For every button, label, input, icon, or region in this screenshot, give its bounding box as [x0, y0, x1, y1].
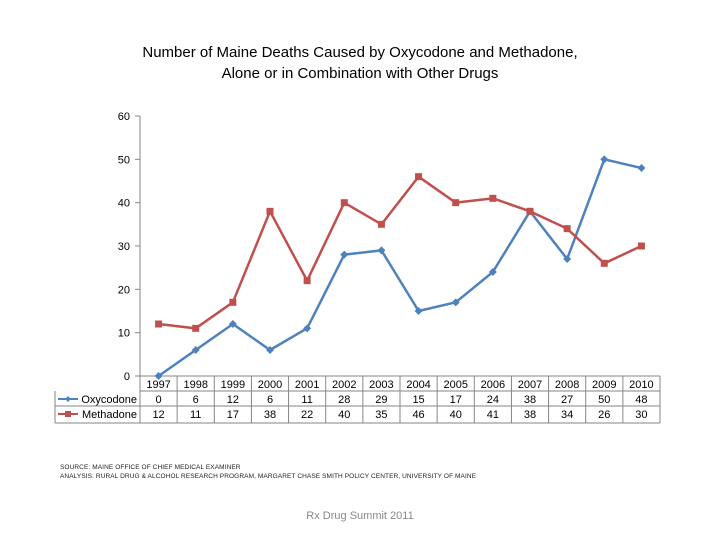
- x-tick-label: 2008: [555, 379, 579, 391]
- y-tick-label: 10: [118, 328, 130, 340]
- data-point-oxycodone: [266, 346, 274, 354]
- table-cell-value: 38: [264, 409, 276, 421]
- data-point-oxycodone: [154, 372, 163, 380]
- table-cell-value: 17: [450, 394, 462, 406]
- data-point-oxycodone: [228, 320, 237, 328]
- x-tick-label: 2002: [332, 379, 356, 391]
- y-tick-label: 20: [118, 284, 130, 296]
- table-cell-value: 12: [152, 409, 164, 421]
- data-point-methadone: [526, 207, 534, 215]
- data-point-methadone: [377, 220, 385, 228]
- table-cell-value: 12: [227, 394, 239, 406]
- table-cell-value: 46: [412, 409, 424, 421]
- data-point-methadone: [303, 277, 311, 285]
- table-cell-value: 11: [301, 394, 312, 406]
- y-tick-label: 60: [118, 111, 130, 123]
- table-cell-value: 40: [338, 409, 350, 421]
- chart-title: Number of Maine Deaths Caused by Oxycodo…: [0, 42, 720, 84]
- source-note: SOURCE: MAINE OFFICE OF CHIEF MEDICAL EX…: [60, 463, 476, 481]
- table-cell-value: 6: [193, 394, 199, 406]
- data-point-methadone: [489, 194, 497, 202]
- x-tick-label: 2009: [592, 379, 616, 391]
- series-line-oxycodone: [157, 158, 642, 378]
- data-point-methadone: [229, 298, 237, 306]
- table-cell-value: 34: [561, 409, 573, 421]
- data-point-oxycodone: [340, 250, 349, 259]
- data-point-oxycodone: [191, 346, 200, 354]
- x-tick-label: 2005: [443, 379, 467, 391]
- table-cell-value: 35: [375, 409, 387, 421]
- table-cell-value: 0: [156, 394, 162, 406]
- x-tick-label: 1999: [221, 379, 245, 391]
- x-tick-label: 2006: [481, 379, 505, 391]
- table-cell-value: 29: [375, 394, 387, 406]
- source-line: SOURCE: MAINE OFFICE OF CHIEF MEDICAL EX…: [60, 464, 241, 471]
- data-point-oxycodone: [563, 255, 572, 263]
- table-cell-value: 6: [267, 394, 273, 406]
- table-cell-value: 30: [635, 409, 647, 421]
- x-tick-label: 2004: [406, 379, 430, 391]
- x-tick-label: 2010: [629, 379, 653, 391]
- table-cell-value: 24: [487, 394, 499, 406]
- table-cell-value: 15: [412, 394, 424, 406]
- table-cell-value: 27: [561, 394, 573, 406]
- table-cell-value: 41: [487, 409, 499, 421]
- x-tick-label: 1997: [146, 379, 170, 391]
- legend-label-oxycodone: Oxycodone: [81, 394, 137, 406]
- table-cell-value: 11: [190, 409, 201, 421]
- data-point-oxycodone: [600, 155, 609, 164]
- table-cell-value: 40: [450, 409, 462, 421]
- x-tick-label: 2001: [295, 379, 319, 391]
- x-tick-label: 2007: [518, 379, 542, 391]
- x-tick-label: 2003: [369, 379, 393, 391]
- data-point-oxycodone: [637, 164, 646, 172]
- data-point-methadone: [415, 173, 423, 181]
- table-cell-value: 50: [598, 394, 610, 406]
- data-point-methadone: [563, 225, 571, 233]
- data-point-methadone: [637, 242, 645, 250]
- data-point-methadone: [600, 259, 608, 267]
- series-line-methadone: [158, 175, 642, 330]
- analysis-line: ANALYSIS: RURAL DRUG & ALCOHOL RESEARCH …: [60, 473, 477, 480]
- table-cell-value: 48: [635, 394, 647, 406]
- legend-key-marker: [65, 411, 71, 417]
- y-tick-label: 50: [118, 154, 130, 166]
- data-point-methadone: [192, 324, 200, 332]
- table-cell-value: 28: [338, 394, 350, 406]
- table-cell-value: 26: [598, 409, 610, 421]
- data-point-oxycodone: [488, 268, 497, 276]
- data-point-oxycodone: [414, 307, 423, 315]
- table-cell-value: 38: [524, 409, 536, 421]
- chart-title-line2: Alone or in Combination with Other Drugs: [221, 65, 499, 82]
- data-point-oxycodone: [377, 246, 386, 255]
- y-tick-label: 40: [118, 198, 130, 210]
- table-cell-value: 22: [301, 409, 313, 421]
- y-tick-label: 0: [124, 371, 130, 383]
- data-point-oxycodone: [451, 298, 460, 307]
- legend-key-marker: [65, 396, 71, 402]
- table-cell-value: 17: [227, 409, 239, 421]
- y-tick-label: 30: [118, 241, 130, 253]
- legend-label-methadone: Methadone: [82, 409, 137, 421]
- data-point-methadone: [266, 207, 274, 215]
- chart-title-line1: Number of Maine Deaths Caused by Oxycodo…: [142, 44, 578, 61]
- data-point-methadone: [155, 320, 163, 328]
- table-cell-value: 38: [524, 394, 536, 406]
- data-point-methadone: [340, 199, 348, 207]
- x-tick-label: 2000: [258, 379, 282, 391]
- data-point-oxycodone: [303, 324, 312, 333]
- footer-label: Rx Drug Summit 2011: [306, 510, 414, 522]
- data-point-methadone: [452, 199, 460, 207]
- x-tick-label: 1998: [183, 379, 207, 391]
